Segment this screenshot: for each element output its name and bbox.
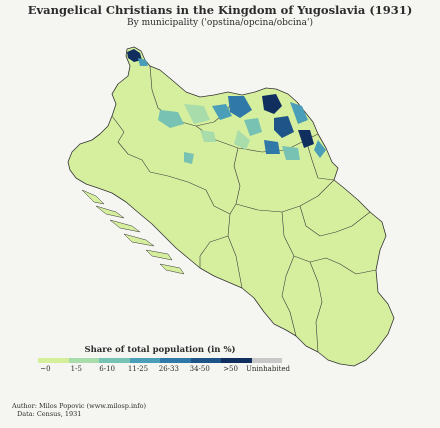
legend-title: Share of total population (in %): [84, 345, 236, 355]
legend-label: Uninhabited: [246, 365, 291, 373]
legend-swatch-3: [129, 358, 160, 363]
legend-swatch-7: [251, 358, 282, 363]
legend-label: >50: [223, 365, 238, 373]
legend-swatch-4: [160, 358, 191, 363]
legend-label: 1-5: [70, 365, 82, 373]
legend-labels: ~0 1-5 6-10 11-25 26-33 34-50 >50 Uninha…: [30, 365, 290, 373]
legend-label: 6-10: [99, 365, 116, 373]
legend-swatch-5: [190, 358, 221, 363]
legend-swatch-0: [38, 358, 69, 363]
legend-swatch-1: [68, 358, 99, 363]
country-outline: [67, 46, 395, 367]
legend-swatch-2: [99, 358, 130, 363]
legend-label: 11-25: [127, 365, 149, 373]
legend-label: 34-50: [189, 365, 210, 373]
adriatic-islands: [81, 189, 185, 275]
province-borders: [111, 65, 377, 353]
map-subtitle: By municipality ('opstina/opcina/obcina'…: [127, 18, 313, 28]
legend-label: 26-33: [158, 365, 179, 373]
high-share-municipalities: [127, 49, 326, 164]
map-title: Evangelical Christians in the Kingdom of…: [27, 3, 413, 17]
legend-color-bar: [38, 358, 282, 363]
data-source: Data: Census, 1931: [17, 410, 82, 418]
legend-label: ~0: [40, 365, 51, 373]
legend-swatch-6: [221, 358, 252, 363]
author-credit: Author: Milos Popovic (www.milosp.info): [12, 402, 147, 410]
